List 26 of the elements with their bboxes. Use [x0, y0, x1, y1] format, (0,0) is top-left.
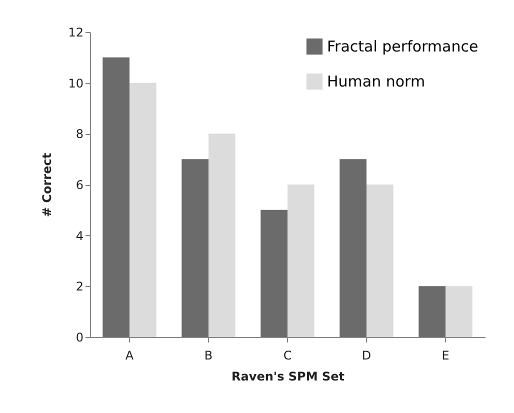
legend-label: Fractal performance — [327, 38, 478, 56]
bar — [102, 57, 130, 337]
bar — [260, 210, 288, 337]
x-tick-label: A — [125, 348, 134, 362]
bar — [340, 159, 366, 337]
y-tick-label: 6 — [76, 178, 84, 192]
y-tick-label: 8 — [76, 127, 84, 142]
x-tick-label: D — [362, 348, 372, 362]
bar — [130, 82, 156, 337]
bar — [208, 134, 236, 337]
x-axis-title: Raven's SPM Set — [232, 370, 345, 384]
y-tick-label: 0 — [76, 330, 84, 344]
bar — [446, 286, 472, 337]
x-tick-label: C — [283, 348, 292, 362]
bar — [288, 184, 314, 337]
bar — [366, 184, 394, 337]
x-tick-label: B — [204, 348, 213, 362]
x-tick-label: E — [442, 348, 450, 362]
legend-label: Human norm — [327, 72, 426, 90]
bar — [182, 159, 208, 337]
y-tick-label: 12 — [68, 26, 84, 40]
y-axis-title: # Correct — [40, 152, 54, 218]
y-tick-label: 10 — [68, 76, 84, 90]
y-tick-label: 2 — [76, 280, 84, 294]
y-tick-label: 4 — [76, 228, 84, 243]
bar — [418, 286, 446, 337]
